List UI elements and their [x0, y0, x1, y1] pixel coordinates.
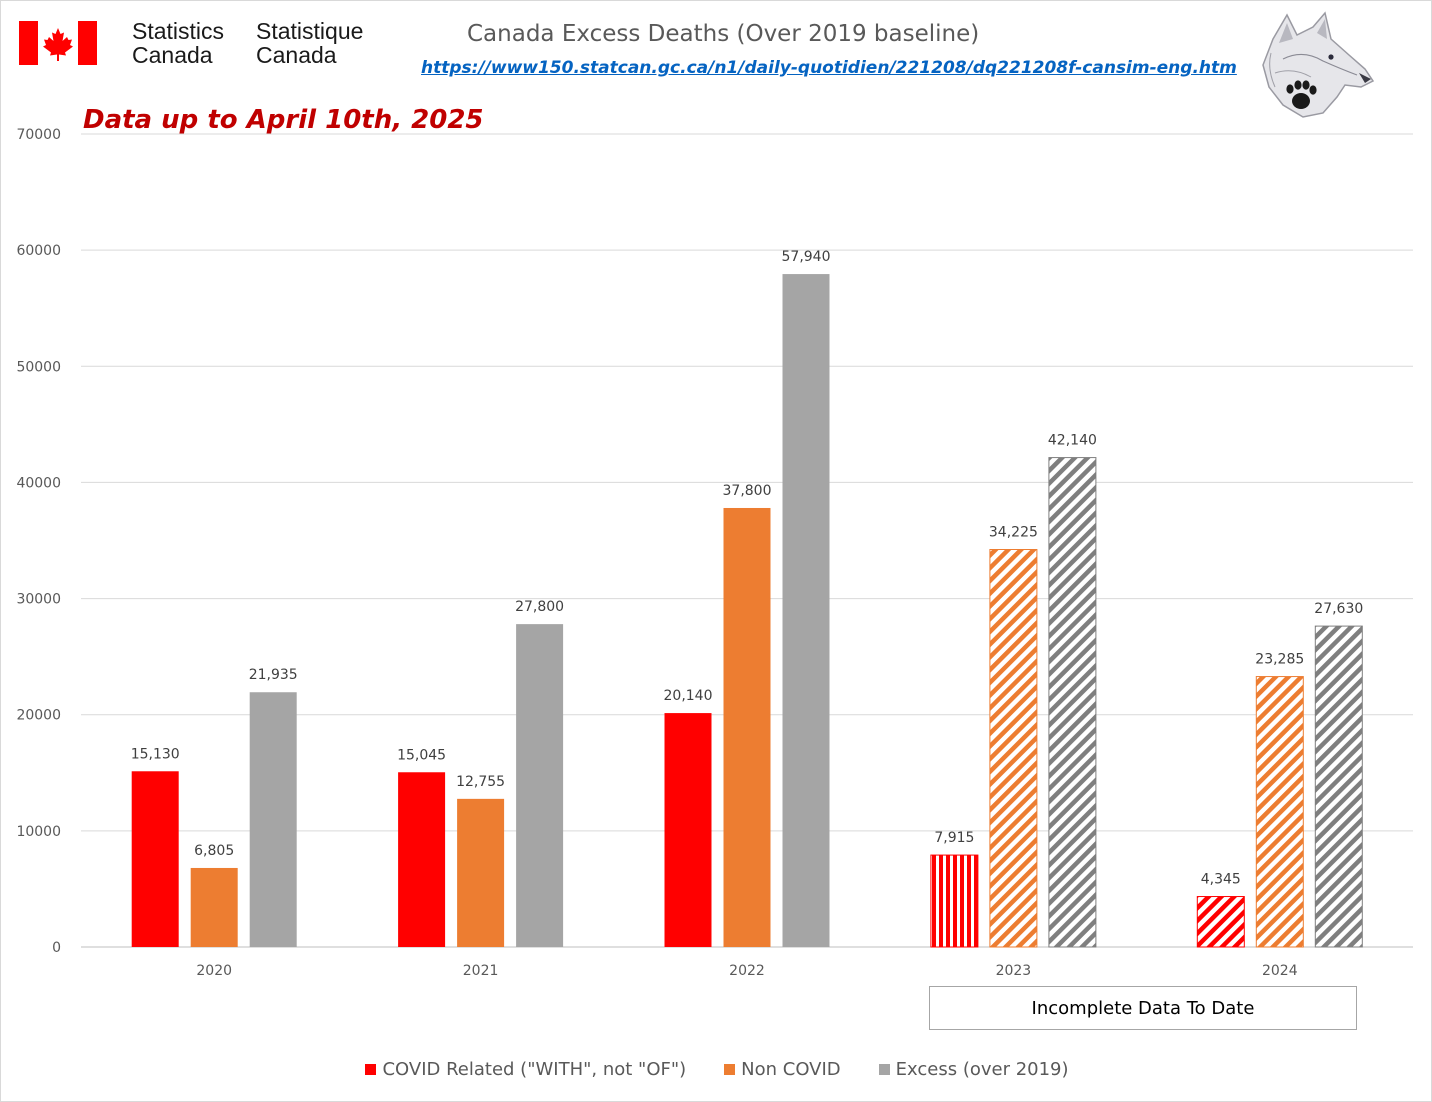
x-tick-label: 2022 — [729, 963, 765, 979]
x-tick-label: 2023 — [996, 963, 1032, 979]
y-tick-label: 10000 — [16, 824, 61, 840]
legend-swatch-non-covid — [724, 1064, 736, 1075]
y-tick-label: 20000 — [16, 708, 61, 724]
bar-covid-2022 — [664, 713, 712, 947]
x-tick-label: 2020 — [196, 963, 232, 979]
statcan-wordmark-en: Statistics Canada — [132, 19, 224, 67]
y-axis-ticks: 0 10000 20000 30000 40000 50000 60000 70000 — [16, 127, 61, 956]
y-tick-label: 30000 — [16, 592, 61, 608]
bar-excess-2022 — [782, 274, 830, 947]
data-label-covid-2020: 15,130 — [131, 746, 180, 762]
org-fr-line1: Statistique — [256, 18, 364, 44]
y-tick-label: 60000 — [16, 243, 61, 259]
bar-non-covid-2024 — [1255, 676, 1304, 948]
source-link[interactable]: https://www150.statcan.gc.ca/n1/daily-qu… — [421, 58, 1237, 78]
y-tick-label: 40000 — [16, 475, 61, 491]
legend-swatch-excess — [878, 1064, 890, 1075]
bar-non-covid-2020 — [190, 867, 238, 947]
x-tick-label: 2021 — [463, 963, 499, 979]
bar-chart: 0 10000 20000 30000 40000 50000 60000 70000 15,… — [16, 127, 1413, 979]
legend-item-non-covid: Non COVID — [724, 1059, 841, 1080]
canada-flag-icon — [19, 21, 97, 65]
statcan-wordmark-fr: Statistique Canada — [256, 19, 363, 67]
bar-excess-2021 — [516, 624, 564, 947]
data-label-covid-2022: 20,140 — [664, 688, 713, 704]
data-label-excess-2024: 27,630 — [1314, 601, 1363, 617]
data-label-excess-2020: 21,935 — [249, 667, 298, 683]
legend-item-covid: COVID Related ("WITH", not "OF") — [365, 1059, 686, 1080]
data-label-excess-2023: 42,140 — [1048, 433, 1097, 449]
legend-label-excess: Excess (over 2019) — [895, 1059, 1069, 1080]
data-label-covid-2021: 15,045 — [397, 747, 446, 763]
chart-legend: COVID Related ("WITH", not "OF") Non COV… — [1, 1059, 1432, 1080]
chart-subtitle: Data up to April 10th, 2025 — [83, 105, 484, 135]
legend-label-covid: COVID Related ("WITH", not "OF") — [382, 1059, 687, 1080]
x-tick-label: 2024 — [1262, 963, 1298, 979]
incomplete-data-note-text: Incomplete Data To Date — [1031, 997, 1255, 1019]
data-label-excess-2021: 27,800 — [515, 599, 564, 615]
org-en-line2: Canada — [132, 42, 213, 68]
bar-covid-2021 — [398, 772, 446, 947]
data-label-covid-2024: 4,345 — [1201, 872, 1241, 888]
bar-covid-2020 — [131, 771, 179, 947]
bars — [131, 274, 1363, 948]
bar-covid-2024 — [1196, 896, 1245, 948]
data-label-excess-2022: 57,940 — [782, 249, 831, 265]
org-en-line1: Statistics — [132, 18, 225, 44]
data-label-non-covid-2021: 12,755 — [456, 774, 505, 790]
bar-non-covid-2023 — [989, 549, 1038, 948]
incomplete-data-note: Incomplete Data To Date — [929, 986, 1357, 1030]
bar-excess-2024 — [1314, 625, 1363, 948]
y-tick-label: 70000 — [16, 127, 61, 143]
legend-label-non-covid: Non COVID — [741, 1059, 841, 1080]
data-label-non-covid-2024: 23,285 — [1255, 652, 1304, 668]
x-axis-ticks: 2020 2021 2022 2023 2024 — [196, 963, 1297, 979]
chart-title: Canada Excess Deaths (Over 2019 baseline… — [467, 21, 980, 47]
bar-non-covid-2022 — [723, 507, 771, 947]
legend-swatch-covid — [365, 1064, 377, 1075]
org-fr-line2: Canada — [256, 42, 337, 68]
bar-excess-2023 — [1048, 457, 1097, 948]
wolf-head-paw-icon — [1262, 11, 1375, 118]
legend-item-excess: Excess (over 2019) — [878, 1059, 1069, 1080]
bar-covid-2023 — [930, 854, 979, 948]
y-tick-label: 0 — [52, 940, 61, 956]
data-label-covid-2023: 7,915 — [934, 830, 974, 846]
data-label-non-covid-2023: 34,225 — [989, 525, 1038, 541]
data-label-non-covid-2022: 37,800 — [723, 483, 772, 499]
bar-excess-2020 — [249, 692, 297, 947]
y-tick-label: 50000 — [16, 359, 61, 375]
data-labels: 15,130 6,805 21,935 15,045 12,755 27,800 20,14… — [131, 249, 1364, 887]
bar-non-covid-2021 — [457, 798, 505, 947]
data-label-non-covid-2020: 6,805 — [194, 843, 234, 859]
